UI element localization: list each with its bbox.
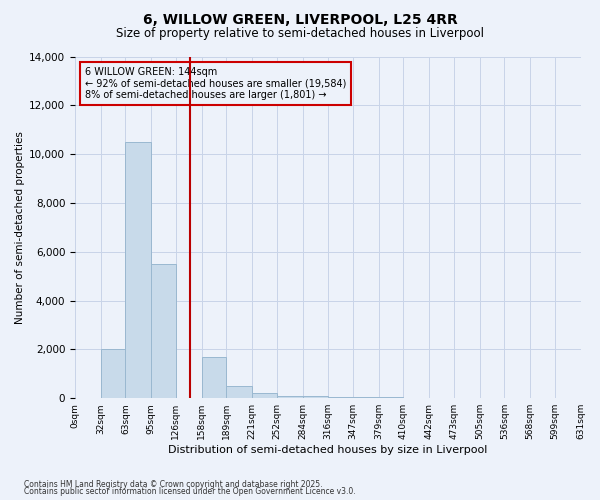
Y-axis label: Number of semi-detached properties: Number of semi-detached properties: [15, 131, 25, 324]
Bar: [125, 142, 151, 398]
Bar: [302, 396, 328, 398]
Bar: [202, 356, 226, 398]
Bar: [277, 396, 302, 398]
Bar: [252, 394, 277, 398]
Text: Contains HM Land Registry data © Crown copyright and database right 2025.: Contains HM Land Registry data © Crown c…: [24, 480, 323, 489]
Bar: [101, 350, 125, 398]
Text: Contains public sector information licensed under the Open Government Licence v3: Contains public sector information licen…: [24, 488, 356, 496]
X-axis label: Distribution of semi-detached houses by size in Liverpool: Distribution of semi-detached houses by …: [168, 445, 487, 455]
Text: 6, WILLOW GREEN, LIVERPOOL, L25 4RR: 6, WILLOW GREEN, LIVERPOOL, L25 4RR: [143, 12, 457, 26]
Text: 6 WILLOW GREEN: 144sqm
← 92% of semi-detached houses are smaller (19,584)
8% of : 6 WILLOW GREEN: 144sqm ← 92% of semi-det…: [85, 67, 346, 100]
Bar: [353, 397, 379, 398]
Bar: [151, 264, 176, 398]
Bar: [226, 386, 252, 398]
Text: Size of property relative to semi-detached houses in Liverpool: Size of property relative to semi-detach…: [116, 28, 484, 40]
Bar: [328, 396, 353, 398]
